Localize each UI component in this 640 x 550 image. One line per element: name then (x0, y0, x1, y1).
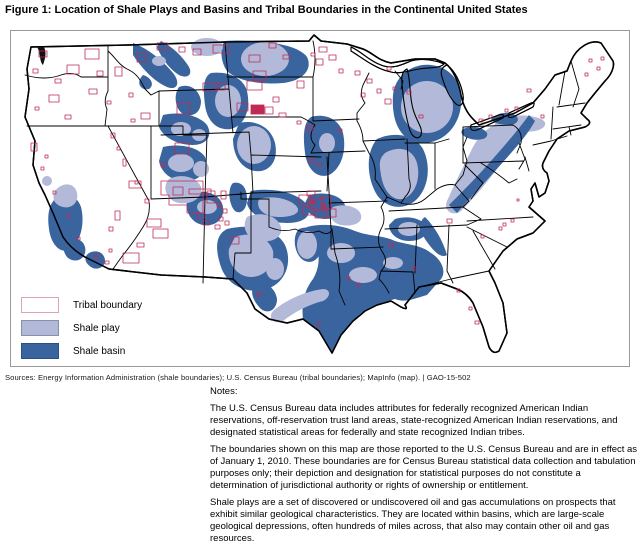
permian-plays (228, 234, 274, 277)
legend-label: Shale play (73, 322, 120, 334)
antrim-play (401, 81, 453, 133)
panhandle-play (244, 214, 282, 242)
powder-river-play (215, 85, 241, 117)
shale-play-swatch (21, 320, 59, 336)
california-basins (48, 194, 83, 251)
us-shale-map-svg (24, 34, 615, 354)
legend-item-shale-play: Shale play (21, 320, 142, 336)
valley-and-ridge-band (449, 115, 535, 213)
tribal-boundary-swatch (21, 297, 59, 313)
lewis-play (197, 200, 217, 214)
note-paragraph: Shale plays are a set of discovered or u… (210, 497, 616, 544)
monterey-play (53, 184, 78, 208)
mancos-play (168, 154, 194, 172)
map-panel: Tribal boundary Shale play Shale basin (10, 30, 630, 367)
tribal-boundaries-layer (30, 42, 605, 327)
niobrara-play (237, 126, 271, 164)
new-albany-play (379, 148, 419, 200)
forest-city-play (319, 133, 335, 153)
shale-basin-swatch (21, 343, 59, 359)
fayetteville-play (330, 205, 362, 226)
legend-item-tribal-boundary: Tribal boundary (21, 297, 142, 313)
montana-basins (133, 43, 178, 89)
black-warrior-play (398, 222, 420, 236)
sources-line: Sources: Energy Information Administrati… (5, 373, 471, 382)
raton-basin (229, 182, 247, 213)
woodford-play (258, 197, 299, 217)
navajo-nation-boundary (160, 180, 204, 214)
tx-la-ms-salt-play (349, 267, 377, 283)
notes-heading: Notes: (210, 386, 238, 397)
report-figure-page: { "page": { "title": "Figure 1: Location… (5, 4, 638, 544)
note-paragraph: The boundaries shown on this map are tho… (210, 444, 638, 491)
legend-label: Tribal boundary (73, 299, 143, 311)
legend-item-shale-basin: Shale basin (21, 343, 142, 359)
eagle-ford-play (270, 289, 329, 323)
shale-basins-overlay-layer (449, 112, 535, 213)
marfa-basin (252, 283, 277, 312)
figure-title: Figure 1: Location of Shale Plays and Ba… (5, 4, 528, 16)
notes-section: Notes: The U.S. Census Bureau data inclu… (210, 386, 638, 550)
legend-label: Shale basin (73, 345, 126, 357)
state-borders (24, 34, 615, 354)
map-legend: Tribal boundary Shale play Shale basin (21, 297, 142, 359)
barnett-play (297, 231, 317, 259)
note-paragraph: The U.S. Census Bureau data includes att… (210, 403, 618, 438)
bighorn-basin (175, 85, 201, 116)
bakken-play (241, 42, 289, 76)
